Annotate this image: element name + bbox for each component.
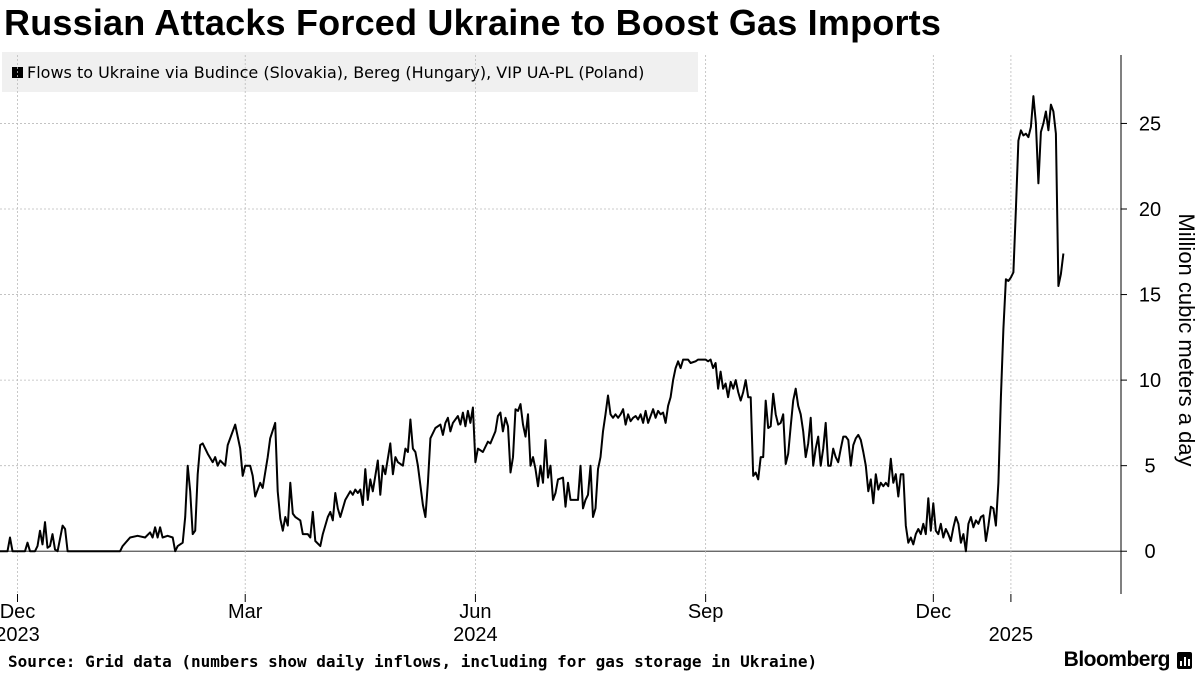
series-line-0 (0, 95, 1065, 553)
legend: Flows to Ukraine via Budince (Slovakia),… (2, 52, 698, 92)
x-tick-sublabel: 2025 (989, 624, 1034, 646)
y-axis-title: Million cubic meters a day (1174, 213, 1199, 467)
x-tick-sublabel: 2023 (0, 624, 40, 646)
y-tick-label: 25 (1139, 113, 1161, 135)
x-tick-sublabel: 2024 (453, 624, 498, 646)
y-tick-label: 15 (1139, 285, 1161, 307)
y-tick-label: 5 (1144, 456, 1155, 478)
x-tick-label: Jun (459, 601, 491, 623)
x-tick-label: Dec (916, 601, 952, 623)
y-tick-label: 10 (1139, 370, 1161, 392)
y-tick-label: 0 (1144, 541, 1155, 563)
legend-label: Flows to Ukraine via Budince (Slovakia),… (27, 62, 645, 82)
x-tick-label: Mar (228, 601, 263, 623)
x-tick-label: Sep (688, 601, 724, 623)
y-tick-label: 20 (1139, 199, 1161, 221)
chart-title: Russian Attacks Forced Ukraine to Boost … (4, 2, 942, 43)
source-note: Source: Grid data (numbers show daily in… (8, 652, 818, 671)
x-tick-label: Dec (0, 601, 35, 623)
brand-logo: Bloomberg (1063, 648, 1171, 671)
bar-chart-icon (1177, 652, 1192, 669)
